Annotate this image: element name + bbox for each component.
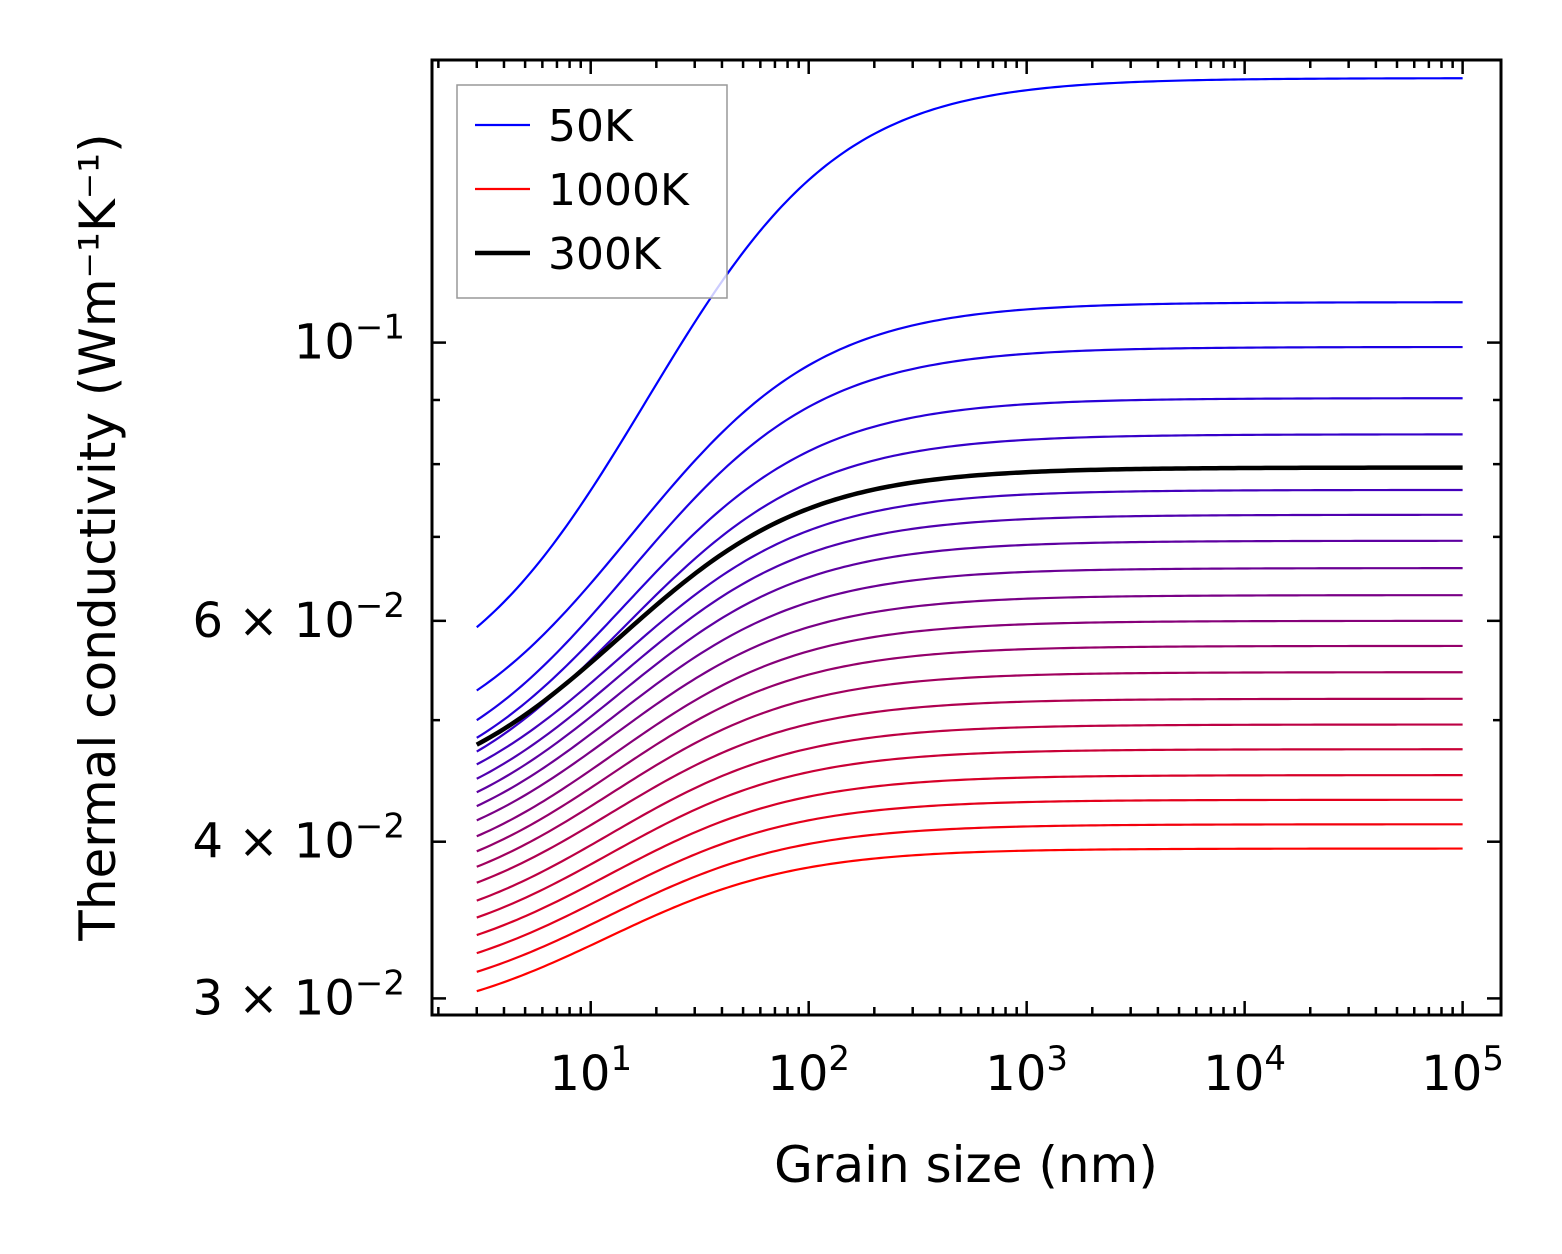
series-line: [476, 488, 1463, 766]
series-line: [476, 567, 1463, 808]
y-tick-label: 6 × 10−2: [193, 586, 405, 649]
y-tick-label: 3 × 10−2: [193, 963, 405, 1026]
series-line: [476, 345, 1463, 722]
series-line: [476, 397, 1463, 739]
x-tick-label: 103: [985, 1039, 1068, 1102]
series-line: [476, 847, 1463, 993]
x-tick-label: 102: [767, 1039, 850, 1102]
series-line: [476, 433, 1463, 753]
series-line: [476, 301, 1463, 692]
series-line: [476, 823, 1463, 973]
legend-label: 300K: [548, 229, 662, 280]
series-line: [476, 697, 1463, 884]
series-line: [476, 619, 1463, 838]
y-axis-label: Thermal conductivity (Wm⁻¹K⁻¹): [69, 133, 127, 941]
x-axis-label: Grain size (nm): [774, 1136, 1158, 1194]
series-line: [476, 723, 1463, 902]
series-line: [476, 539, 1463, 794]
series-line: [476, 513, 1463, 780]
series-line: [476, 644, 1463, 853]
legend: 50K 1000K 300K: [456, 84, 728, 299]
series-line: [476, 671, 1463, 868]
legend-label: 50K: [548, 101, 634, 152]
series-line: [476, 77, 1463, 629]
legend-label: 1000K: [548, 165, 690, 216]
series-line: [476, 798, 1463, 955]
x-tick-label: 104: [1203, 1039, 1286, 1102]
series-line: [476, 774, 1463, 937]
series-line-300k: [475, 465, 1463, 747]
x-tick-label: 105: [1421, 1039, 1504, 1102]
y-tick-label: 10−1: [294, 308, 405, 371]
series-layer: [475, 77, 1463, 993]
y-tick-label: 4 × 10−2: [193, 807, 405, 870]
series-line: [476, 748, 1463, 919]
ticks-layer: 101 102 103 104 105 3 × 10−2 4 × 10−2 6 × 10−2 1…: [193, 60, 1504, 1102]
x-tick-label: 101: [549, 1039, 632, 1102]
legend-box: [456, 84, 728, 299]
series-line: [476, 594, 1463, 822]
